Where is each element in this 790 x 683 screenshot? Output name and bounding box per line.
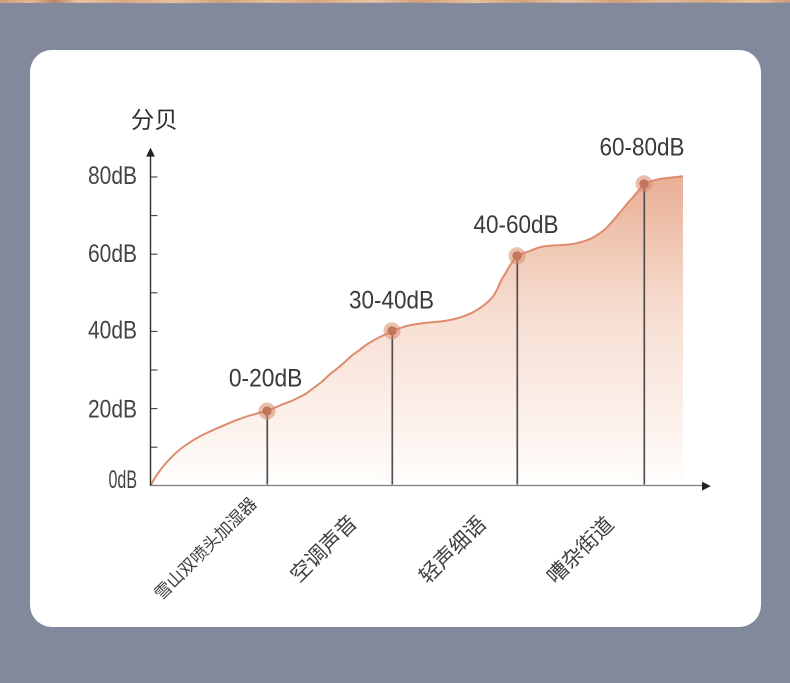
svg-text:40dB: 40dB (88, 317, 137, 345)
svg-text:0dB: 0dB (109, 466, 138, 494)
svg-text:40-60dB: 40-60dB (474, 211, 559, 239)
svg-text:0-20dB: 0-20dB (229, 364, 303, 392)
svg-text:60-80dB: 60-80dB (600, 134, 685, 162)
svg-text:30-40dB: 30-40dB (349, 287, 434, 315)
svg-text:80dB: 80dB (88, 162, 137, 190)
svg-text:60dB: 60dB (88, 240, 137, 268)
svg-text:20dB: 20dB (88, 396, 137, 424)
